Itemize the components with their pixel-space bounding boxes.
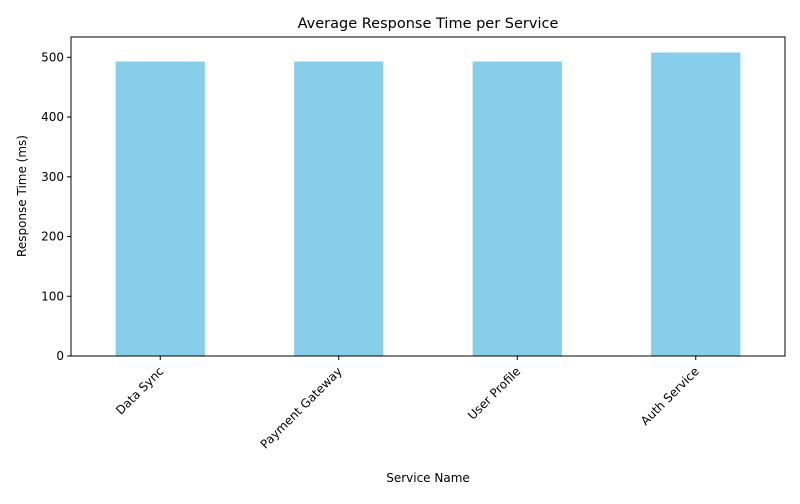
- bar-user-profile: [472, 61, 562, 357]
- axes: [70, 36, 786, 357]
- x-tick-label: Auth Service: [638, 364, 702, 428]
- plot-frame: [70, 36, 786, 357]
- y-axis-label: Response Time (ms): [15, 135, 29, 257]
- y-tick-label: 0: [56, 349, 64, 363]
- y-tick-label: 100: [41, 289, 64, 303]
- y-tick-label: 200: [41, 230, 64, 244]
- y-axis-ticks: 0 100 200 300 400 500: [41, 50, 71, 363]
- x-axis-ticks: Data Sync Payment Gateway User Profile Auth…: [113, 356, 702, 451]
- x-tick-label: User Profile: [465, 364, 523, 422]
- bar-payment-gateway: [294, 61, 384, 357]
- bar-auth-service: [651, 52, 741, 357]
- bars-layer: [115, 52, 741, 357]
- x-tick-label: Payment Gateway: [258, 364, 345, 451]
- bar-data-sync: [115, 61, 205, 357]
- y-tick-label: 500: [41, 50, 64, 64]
- chart-title: Average Response Time per Service: [298, 16, 559, 32]
- y-tick-label: 300: [41, 170, 64, 184]
- x-tick-label: Data Sync: [113, 364, 166, 417]
- y-tick-label: 400: [41, 110, 64, 124]
- x-axis-label: Service Name: [386, 471, 470, 485]
